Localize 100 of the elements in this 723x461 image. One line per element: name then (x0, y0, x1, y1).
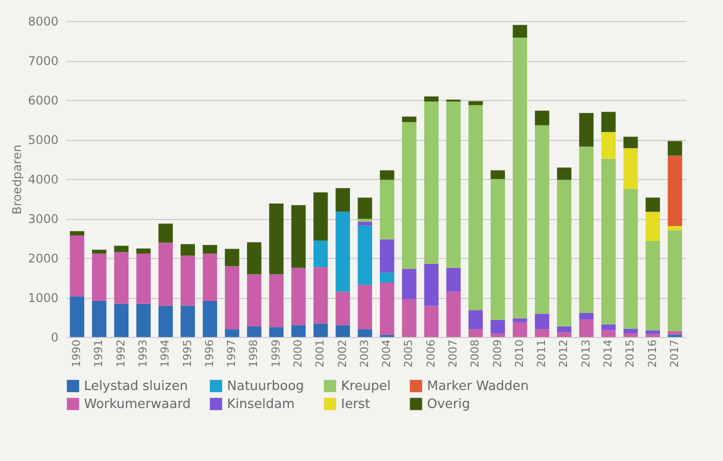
bar (380, 170, 394, 180)
x-tick-label: 2012 (557, 340, 570, 368)
x-tick-label: 2006 (424, 340, 438, 368)
x-tick-label: 1998 (247, 340, 260, 368)
y-axis-title: Broedparen (10, 144, 24, 214)
bar (402, 299, 416, 337)
x-tick-label: 2015 (624, 340, 637, 368)
bar (424, 264, 439, 306)
bar (224, 248, 240, 266)
y-tick-label: 3000 (28, 212, 58, 226)
bar (136, 304, 151, 337)
bar (601, 132, 616, 159)
bar (269, 274, 284, 328)
x-tick-label: 2016 (646, 340, 659, 368)
bar (490, 320, 505, 334)
bar (92, 301, 106, 337)
bar (402, 116, 416, 122)
bar (247, 274, 262, 326)
bar (313, 324, 328, 337)
bar (668, 156, 682, 226)
bar (92, 250, 106, 254)
bar (380, 272, 394, 282)
bar (512, 24, 528, 38)
bar (623, 333, 638, 337)
bar (468, 101, 483, 106)
y-tick-label: 8000 (28, 14, 58, 28)
y-tick-label: 1000 (28, 291, 58, 305)
bar (490, 333, 505, 337)
x-tick-label: 1997 (225, 340, 238, 368)
bar (291, 205, 306, 268)
x-tick-label: 2014 (602, 340, 614, 368)
bar (534, 314, 550, 330)
legend-label: Lelystad sluizen (84, 379, 188, 394)
bar (158, 224, 173, 243)
bar (601, 158, 616, 324)
bar (468, 310, 483, 330)
legend-label: Workumerwaard (84, 397, 191, 412)
bar (336, 212, 350, 292)
bar (623, 148, 638, 189)
bar (114, 252, 129, 304)
bar (601, 324, 616, 330)
bar (579, 312, 594, 320)
bar (358, 198, 372, 219)
bar (336, 188, 350, 212)
bar (291, 268, 306, 326)
bar (446, 102, 461, 268)
x-tick-label: 2005 (402, 340, 416, 368)
x-tick-label: 1990 (70, 340, 84, 368)
bar (557, 168, 572, 180)
bar (136, 254, 151, 304)
bar (380, 239, 394, 273)
x-tick-label: 2007 (446, 340, 460, 368)
bar (136, 248, 151, 254)
x-tick-label: 2004 (380, 340, 394, 368)
bar (668, 226, 682, 230)
bar (512, 318, 528, 322)
bar (623, 188, 638, 329)
bar (224, 329, 240, 337)
legend-label: Overig (427, 397, 470, 412)
bar (490, 179, 505, 320)
bar (402, 269, 416, 300)
bar (646, 212, 660, 242)
x-tick-label: 2010 (512, 340, 526, 368)
legend-label: Kinseldam (227, 397, 295, 412)
y-tick-label: 4000 (28, 172, 58, 186)
legend-label: Kreupel (341, 379, 391, 394)
bar (557, 326, 572, 332)
legend-label: Natuurboog (227, 379, 304, 394)
bar (202, 301, 218, 337)
y-tick-label: 6000 (28, 94, 58, 108)
x-tick-label: 1995 (180, 340, 194, 368)
legend-label: Ierst (341, 397, 370, 412)
bar (358, 226, 372, 285)
x-tick-label: 2013 (579, 340, 592, 368)
y-tick-label: 0 (50, 330, 58, 344)
bar (557, 180, 572, 326)
x-tick-label: 2001 (314, 340, 327, 368)
bar (446, 268, 461, 292)
bar (424, 306, 439, 337)
bar (269, 203, 284, 274)
x-tick-label: 2008 (468, 340, 482, 368)
bar (70, 235, 84, 296)
x-tick-label: 1993 (136, 340, 150, 368)
bar (490, 170, 505, 179)
bar (70, 296, 84, 337)
bar (358, 284, 372, 330)
bar (668, 331, 682, 335)
bar (202, 254, 218, 302)
bar (424, 102, 439, 264)
x-tick-label: 1996 (202, 340, 216, 368)
bar (468, 105, 483, 310)
bar (646, 334, 660, 337)
x-tick-label: 2011 (535, 340, 548, 368)
bar (579, 320, 594, 337)
bar (114, 304, 129, 337)
bar (601, 112, 616, 132)
bar (92, 254, 106, 302)
bar (668, 230, 682, 332)
bar (380, 180, 394, 240)
x-tick-label: 2009 (490, 340, 504, 368)
